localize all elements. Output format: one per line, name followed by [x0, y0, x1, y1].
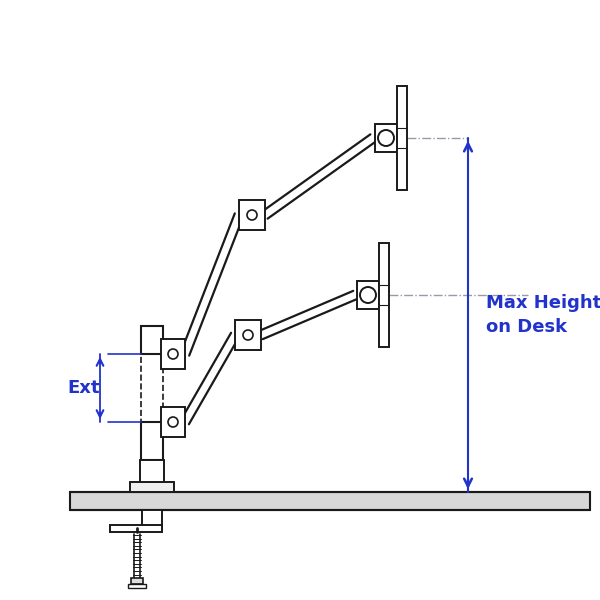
Bar	[128, 584, 146, 588]
Bar	[110, 525, 162, 532]
Bar	[161, 407, 185, 437]
Text: Ext: Ext	[68, 379, 100, 397]
Bar	[141, 422, 163, 460]
Bar	[131, 578, 143, 584]
Bar	[142, 510, 162, 528]
Bar	[379, 243, 389, 347]
Bar	[140, 460, 164, 482]
Bar	[161, 339, 185, 369]
Text: Max Height
on Desk: Max Height on Desk	[486, 293, 600, 337]
Bar	[239, 200, 265, 230]
Bar	[130, 482, 174, 492]
Bar	[375, 124, 397, 152]
Bar	[70, 492, 590, 510]
Bar	[141, 326, 163, 354]
Bar	[141, 354, 163, 422]
Bar	[235, 320, 261, 350]
Bar	[357, 281, 379, 309]
Bar	[397, 86, 407, 190]
